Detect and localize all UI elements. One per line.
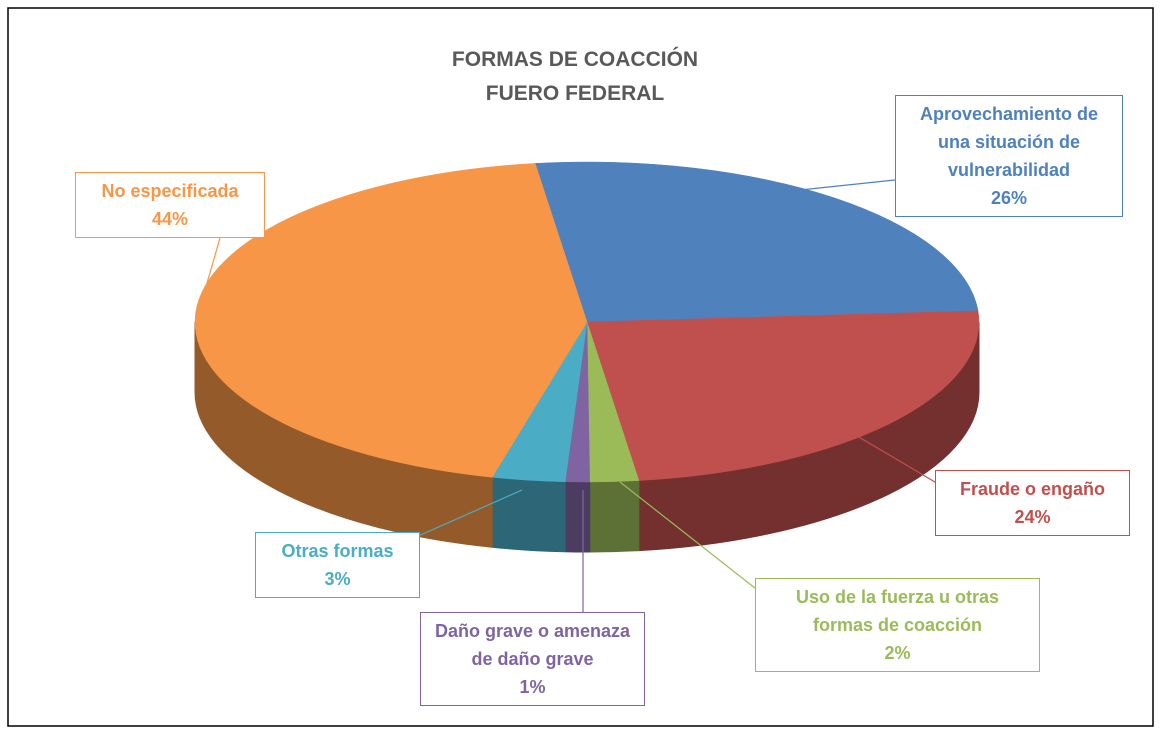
- leader-line: [619, 481, 761, 593]
- leader-line: [829, 419, 941, 486]
- frame: [7, 7, 1154, 727]
- value-label: 24%: [1014, 507, 1051, 527]
- category-label: No especificada: [101, 181, 239, 201]
- slice: [586, 310, 980, 481]
- leader-line: [204, 237, 221, 291]
- category-label: Fraude o engaño: [959, 479, 1105, 499]
- value-label: 1%: [519, 677, 546, 697]
- category-label: Daño grave o amenaza de daño grave: [434, 621, 631, 669]
- slice: [194, 163, 588, 478]
- value-label: 2%: [884, 643, 911, 663]
- data-label: Otras formas 3%: [255, 532, 420, 598]
- category-label: Otras formas: [281, 541, 394, 561]
- leader-line: [799, 179, 896, 191]
- category-label: Uso de la fuerza u otras formas de coacc…: [795, 587, 1000, 635]
- pie: [194, 161, 980, 553]
- category-label: Aprovechamiento de una situación de vuln…: [919, 104, 1099, 180]
- data-label: Fraude o engaño 24%: [935, 470, 1130, 536]
- data-label: Daño grave o amenaza de daño grave 1%: [420, 612, 645, 706]
- chart-title: FORMAS DE COACCIÓN: [451, 48, 699, 71]
- slice-side: [491, 476, 566, 553]
- data-label: Uso de la fuerza u otras formas de coacc…: [755, 578, 1040, 672]
- value-label: 3%: [324, 569, 351, 589]
- data-label: Aprovechamiento de una situación de vuln…: [895, 95, 1123, 217]
- value-label: 26%: [990, 188, 1028, 208]
- value-label: 44%: [151, 209, 189, 229]
- chart-subtitle: FUERO FEDERAL: [485, 82, 665, 105]
- slice-side: [564, 481, 591, 553]
- data-label: No especificada 44%: [75, 172, 265, 238]
- slice: [534, 161, 979, 323]
